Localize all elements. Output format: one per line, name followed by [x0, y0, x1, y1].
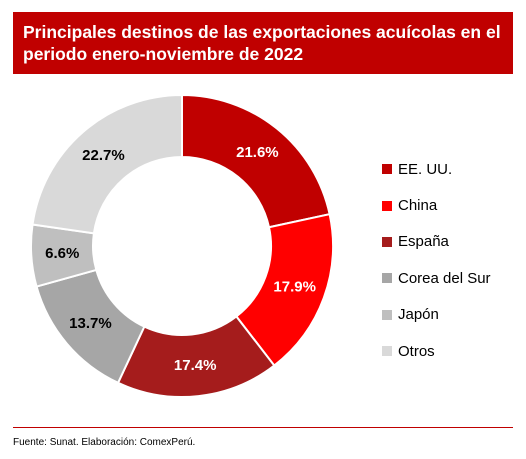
chart-title: Principales destinos de las exportacione… — [23, 22, 501, 64]
data-label-espana: 17.4% — [174, 357, 217, 374]
legend-swatch — [382, 346, 392, 357]
legend-swatch — [382, 236, 392, 247]
data-label-china: 17.9% — [273, 279, 316, 296]
data-label-corea-del-sur: 13.7% — [69, 315, 112, 332]
chart-legend: EE. UU. China España Corea del Sur Japón Otro… — [382, 151, 491, 369]
data-label-otros: 22.7% — [82, 147, 125, 164]
legend-label: China — [398, 197, 438, 215]
bottom-divider — [13, 427, 513, 428]
data-label-japon: 6.6% — [45, 245, 79, 262]
legend-label: Japón — [398, 306, 439, 324]
legend-swatch — [382, 200, 392, 211]
legend-item-japon: Japón — [382, 297, 491, 333]
data-label-ee-uu: 21.6% — [236, 144, 279, 161]
legend-item-espana: España — [382, 224, 491, 260]
legend-swatch — [382, 164, 392, 175]
legend-label: Otros — [398, 342, 435, 360]
legend-item-corea-del-sur: Corea del Sur — [382, 260, 491, 296]
source-footnote: Fuente: Sunat. Elaboración: ComexPerú. — [13, 437, 196, 448]
title-bar: Principales destinos de las exportacione… — [13, 12, 513, 74]
donut-slice-ee-uu — [181, 93, 331, 229]
legend-swatch — [382, 309, 392, 320]
legend-item-otros: Otros — [382, 333, 491, 369]
legend-label: EE. UU. — [398, 160, 453, 178]
legend-swatch — [382, 273, 392, 284]
legend-item-ee-uu: EE. UU. — [382, 151, 491, 187]
legend-label: España — [398, 233, 449, 251]
legend-item-china: China — [382, 187, 491, 223]
donut-slice-otros — [31, 93, 183, 235]
legend-label: Corea del Sur — [398, 269, 491, 287]
